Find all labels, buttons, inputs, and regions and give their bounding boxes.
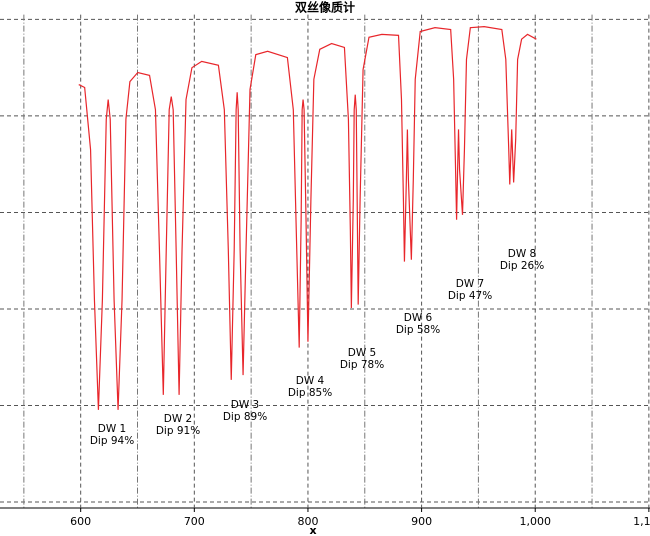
annotation: DW 4	[296, 375, 325, 387]
x-tick-label: 800	[297, 515, 318, 528]
x-tick-label: 600	[70, 515, 91, 528]
annotation: DW 1	[98, 423, 127, 435]
x-tick-label: 1,000	[519, 515, 551, 528]
annotation: Dip 26%	[500, 260, 544, 272]
annotation: Dip 78%	[340, 359, 384, 371]
annotation: DW 7	[456, 278, 485, 290]
annotation: Dip 94%	[90, 435, 134, 447]
x-tick-label: 1,100	[633, 515, 650, 528]
annotation: Dip 85%	[288, 387, 332, 399]
annotation: Dip 91%	[156, 425, 200, 437]
annotation: DW 2	[164, 413, 193, 425]
chart-title: 双丝像质计	[295, 0, 355, 15]
line-series	[78, 26, 537, 410]
annotation: DW 3	[231, 399, 260, 411]
annotation: DW 5	[348, 347, 377, 359]
x-tick-label: 700	[184, 515, 205, 528]
annotation: DW 6	[404, 312, 433, 324]
x-axis-label: x	[309, 524, 316, 536]
annotation: Dip 89%	[223, 411, 267, 423]
x-tick-label: 900	[411, 515, 432, 528]
annotation: Dip 58%	[396, 324, 440, 336]
annotation: Dip 47%	[448, 290, 492, 302]
annotation: DW 8	[508, 248, 537, 260]
